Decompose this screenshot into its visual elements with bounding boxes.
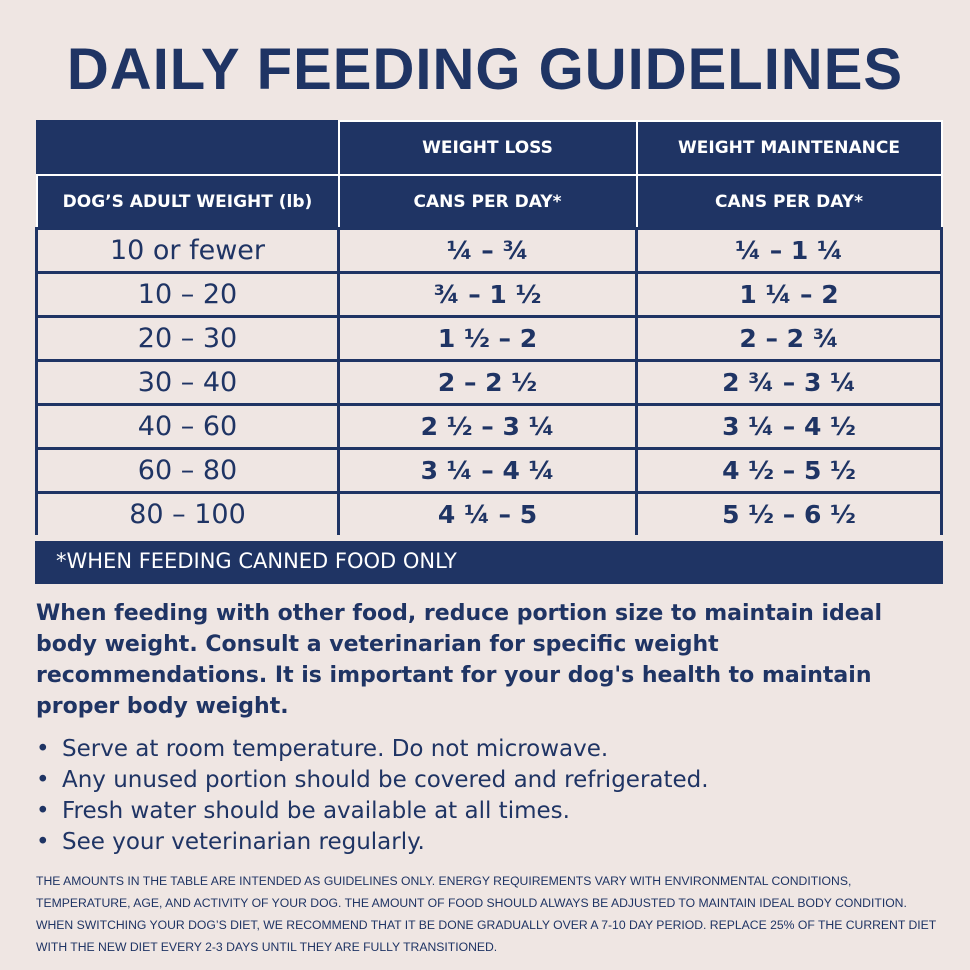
table-cell: 1 ¼ – 2: [635, 271, 943, 318]
table-cell: ¼ – 1 ¼: [635, 227, 943, 274]
header-cell: WEIGHT LOSS: [337, 120, 638, 176]
title: DAILY FEEDING GUIDELINES: [66, 37, 904, 102]
table-cell: 80 – 100: [35, 491, 340, 540]
header-cell: CANS PER DAY*: [635, 174, 943, 230]
header-blank: [35, 120, 340, 176]
bullet-item: Any unused portion should be covered and…: [36, 765, 709, 796]
feeding-table: WEIGHT LOSS WEIGHT MAINTENANCE DOG’S ADULT…: [35, 120, 943, 584]
table-cell: 2 – 2 ½: [337, 359, 638, 406]
table-cell: 30 – 40: [35, 359, 340, 406]
table-cell: 4 ½ – 5 ½: [635, 447, 943, 494]
table-cell: 1 ½ – 2: [337, 315, 638, 362]
table-cell: 10 or fewer: [35, 227, 340, 274]
table-cell: 5 ½ – 6 ½: [635, 491, 943, 540]
disclaimer: The amounts in the table are intended as…: [36, 874, 937, 954]
table-cell: 4 ¼ – 5: [337, 491, 638, 540]
table-cell: 3 ¼ – 4 ¼: [337, 447, 638, 494]
table-cell: 20 – 30: [35, 315, 340, 362]
table-cell: 10 – 20: [35, 271, 340, 318]
footnote-row: *WHEN FEEDING CANNED FOOD ONLY: [35, 535, 943, 584]
header-row: WEIGHT LOSS WEIGHT MAINTENANCE: [35, 120, 943, 176]
bullet-item: Serve at room temperature. Do not microw…: [36, 734, 709, 765]
bullet-item: See your veterinarian regularly.: [36, 827, 709, 858]
header-row: DOG’S ADULT WEIGHT (lb) CANS PER DAY* CANS…: [35, 174, 943, 230]
table-cell: ¾ – 1 ½: [337, 271, 638, 318]
table-cell: 2 ¾ – 3 ¼: [635, 359, 943, 406]
intro-text: When feeding with other food, reduce por…: [36, 601, 883, 719]
table-cell: ¼ – ¾: [337, 227, 638, 274]
table-cell: 2 – 2 ¾: [635, 315, 943, 362]
header-cell: WEIGHT MAINTENANCE: [635, 120, 943, 176]
footnote: *WHEN FEEDING CANNED FOOD ONLY: [35, 535, 943, 584]
table-cell: 60 – 80: [35, 447, 340, 494]
table-cell: 40 – 60: [35, 403, 340, 450]
table-cell: 2 ½ – 3 ¼: [337, 403, 638, 450]
bullet-item: Fresh water should be available at all t…: [36, 796, 709, 827]
table-cell: 3 ¼ – 4 ½: [635, 403, 943, 450]
header-cell: CANS PER DAY*: [337, 174, 638, 230]
bullet-list: Serve at room temperature. Do not microw…: [36, 734, 709, 858]
header-cell: DOG’S ADULT WEIGHT (lb): [35, 174, 340, 230]
